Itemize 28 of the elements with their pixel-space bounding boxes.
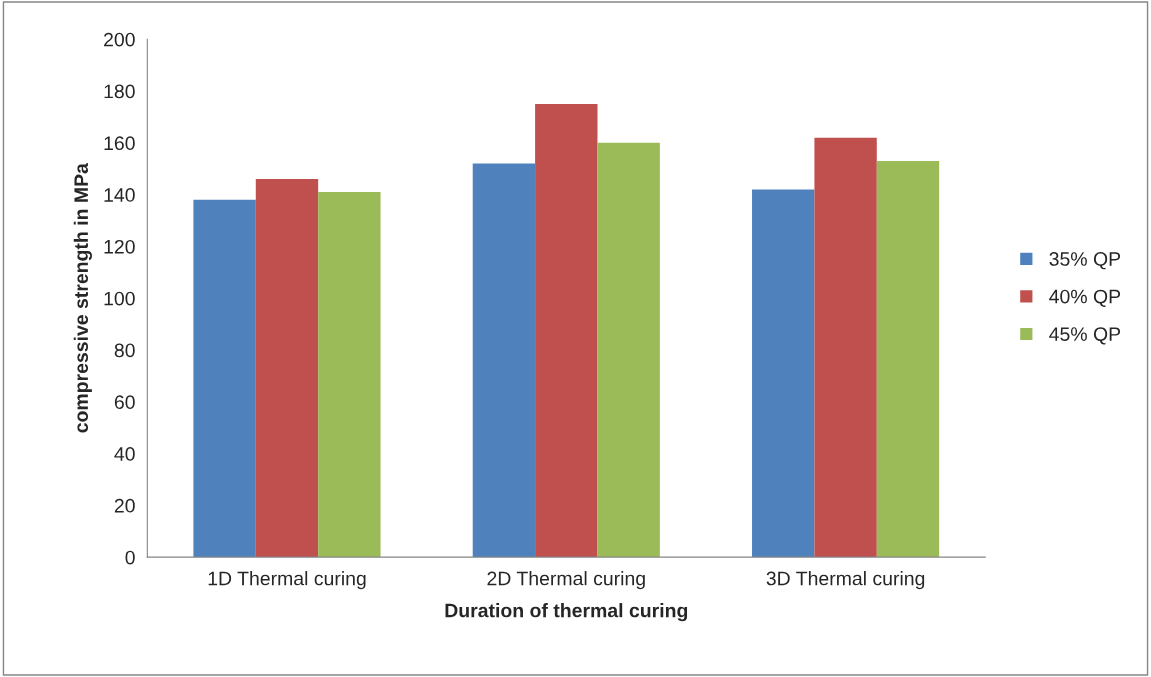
- x-axis-title: Duration of thermal curing: [445, 603, 688, 622]
- y-tick-label: 60: [114, 395, 135, 410]
- bar: [255, 179, 319, 558]
- legend-label: 45% QP: [1049, 327, 1121, 345]
- bar: [876, 160, 940, 558]
- y-axis-title: compressive strength in MPa: [73, 163, 92, 433]
- y-tick-label: 120: [104, 239, 135, 254]
- bar: [597, 142, 660, 558]
- y-tick-label: 180: [104, 84, 135, 99]
- y-tick-label: 100: [104, 291, 135, 306]
- bar: [193, 199, 256, 558]
- y-tick-label: 200: [104, 32, 135, 47]
- x-tick-label: 2D Thermal curing: [487, 571, 645, 590]
- y-tick-label: 160: [104, 136, 135, 151]
- bar: [535, 104, 598, 558]
- y-tick-label: 20: [114, 498, 135, 513]
- bar: [752, 189, 815, 558]
- y-tick-label: 0: [125, 550, 135, 565]
- x-tick-label: 3D Thermal curing: [766, 571, 925, 590]
- y-tick-label: 140: [104, 188, 135, 202]
- y-tick-label: 80: [114, 343, 135, 358]
- y-tick-label: 40: [114, 447, 135, 461]
- bar: [318, 192, 381, 558]
- bar: [472, 163, 536, 558]
- bar: [814, 137, 877, 558]
- x-tick-label: 1D Thermal curing: [208, 571, 366, 590]
- legend-label: 40% QP: [1049, 289, 1121, 307]
- legend-label: 35% QP: [1049, 252, 1121, 270]
